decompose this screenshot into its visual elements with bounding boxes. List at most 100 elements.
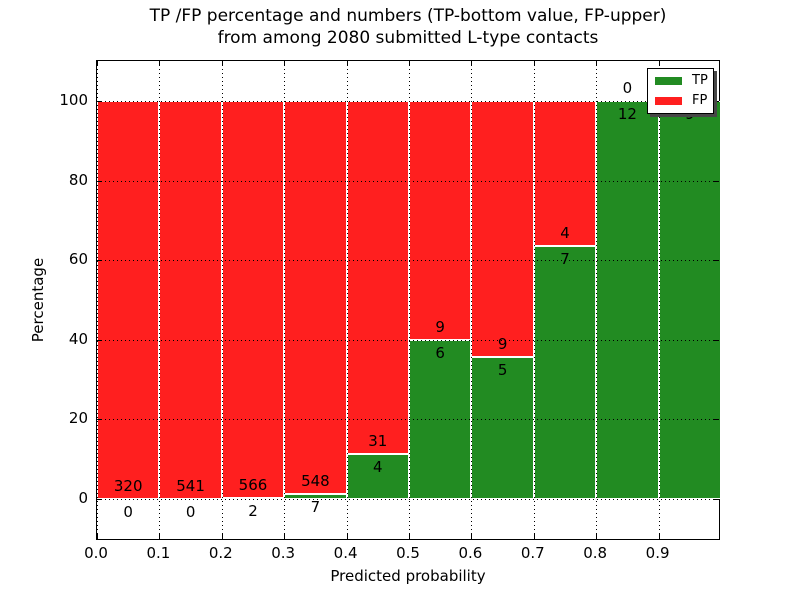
fp-count-label-3: 548 (301, 471, 330, 490)
x-tick-mark (471, 534, 473, 539)
x-tick-mark-top (221, 61, 223, 66)
y-tick-mark-right (714, 180, 719, 182)
fp-count-label-8: 0 (622, 79, 633, 97)
fp-count-label-0: 320 (113, 477, 143, 495)
legend-item-fp: FP (648, 91, 713, 111)
y-tick-mark (97, 339, 102, 341)
x-tick-mark (97, 534, 98, 539)
gridline-vertical (658, 61, 660, 539)
y-tick-mark-right (714, 339, 719, 341)
gridline-horizontal (97, 180, 719, 182)
x-tick-label-0.3: 0.3 (271, 544, 296, 562)
bar-segment-fp-7 (533, 101, 597, 246)
x-tick-label-0.0: 0.0 (84, 544, 108, 562)
x-tick-mark (284, 534, 286, 539)
gridline-vertical (409, 61, 410, 539)
y-tick-label-60: 60 (68, 250, 88, 269)
bar-segment-fp-4 (346, 101, 409, 454)
plot-area: 320054105662548731496954701209 TP FP (96, 60, 721, 540)
bar-segment-fp-1 (159, 101, 222, 499)
gridline-horizontal (97, 499, 719, 500)
x-tick-mark-top (596, 61, 598, 66)
y-tick-mark (97, 499, 102, 500)
gridline-horizontal (97, 419, 719, 421)
tp-count-label-4: 4 (373, 457, 383, 476)
x-tick-mark-top (159, 61, 161, 66)
y-tick-mark (97, 180, 102, 182)
fp-count-label-1: 541 (176, 477, 205, 495)
x-tick-mark-top (471, 61, 473, 66)
legend: TP FP (647, 68, 714, 114)
bar-segment-tp-7 (533, 245, 597, 499)
bar-segment-fp-5 (409, 101, 472, 340)
x-tick-mark-top (658, 61, 660, 66)
bar-segment-tp-8 (596, 101, 659, 499)
x-tick-label-0.9: 0.9 (645, 544, 670, 562)
tp-count-label-2: 2 (248, 501, 258, 520)
gridline-horizontal (97, 339, 719, 341)
tp-count-label-6: 5 (497, 360, 508, 379)
y-tick-label-100: 100 (59, 91, 88, 109)
x-tick-label-0.8: 0.8 (583, 544, 608, 562)
gridline-horizontal (97, 260, 719, 262)
x-tick-mark-top (533, 61, 535, 66)
x-tick-mark-top (97, 61, 98, 66)
fp-count-label-4: 31 (368, 431, 388, 450)
fp-swatch-icon (655, 97, 682, 105)
gridline-horizontal (97, 101, 719, 102)
y-axis-label: Percentage (29, 257, 47, 343)
chart-title-line2: from among 2080 submitted L-type contact… (217, 28, 599, 48)
y-tick-mark (97, 101, 102, 102)
x-tick-mark (159, 534, 161, 539)
gridline-vertical (596, 61, 598, 539)
gridline-vertical (471, 61, 473, 539)
bar-segment-fp-0 (97, 101, 160, 499)
chart-title-line1: TP /FP percentage and numbers (TP-bottom… (149, 6, 667, 26)
y-tick-label-80: 80 (68, 170, 88, 189)
fp-count-label-5: 9 (435, 317, 445, 336)
x-tick-mark-top (409, 61, 410, 66)
tp-count-label-5: 6 (435, 343, 445, 362)
x-tick-label-0.6: 0.6 (458, 544, 483, 562)
y-tick-mark (97, 260, 102, 262)
bar-segment-fp-3 (284, 101, 347, 494)
gridline-vertical (97, 61, 98, 539)
tp-count-label-3: 7 (310, 497, 321, 516)
legend-label-fp: FP (692, 93, 708, 108)
tp-count-label-0: 0 (123, 503, 133, 521)
y-tick-mark-right (714, 260, 719, 262)
x-tick-mark (658, 534, 660, 539)
x-axis-label: Predicted probability (330, 567, 486, 585)
x-tick-mark (533, 534, 535, 539)
x-tick-mark-top (284, 61, 286, 66)
bar-segment-tp-9 (658, 101, 721, 499)
x-tick-mark (596, 534, 598, 539)
x-tick-label-0.4: 0.4 (333, 544, 358, 562)
y-tick-mark-right (714, 499, 719, 500)
fp-count-label-2: 566 (238, 475, 268, 494)
gridline-vertical (221, 61, 223, 539)
bar-segment-fp-2 (221, 101, 285, 498)
chart-title: TP /FP percentage and numbers (TP-bottom… (96, 5, 720, 49)
gridline-vertical (159, 61, 161, 539)
legend-item-tp: TP (648, 71, 713, 91)
bar-segment-tp-4 (346, 453, 409, 499)
x-tick-label-0.5: 0.5 (396, 544, 420, 562)
fp-count-label-6: 9 (497, 334, 508, 353)
tp-count-label-9: 9 (685, 105, 695, 123)
y-tick-mark (97, 419, 102, 421)
x-tick-mark (221, 534, 223, 539)
x-tick-label-0.7: 0.7 (520, 544, 545, 562)
fp-count-label-7: 4 (560, 223, 570, 242)
legend-label-tp: TP (692, 73, 708, 88)
y-tick-mark-right (714, 101, 719, 102)
x-tick-mark (409, 534, 410, 539)
tp-count-label-8: 12 (617, 105, 637, 123)
bar-segment-fp-6 (471, 101, 534, 357)
y-tick-label-0: 0 (78, 489, 88, 507)
y-tick-label-40: 40 (68, 329, 88, 348)
x-tick-label-0.1: 0.1 (146, 544, 171, 562)
gridline-vertical (346, 61, 348, 539)
tp-count-label-7: 7 (560, 249, 570, 268)
